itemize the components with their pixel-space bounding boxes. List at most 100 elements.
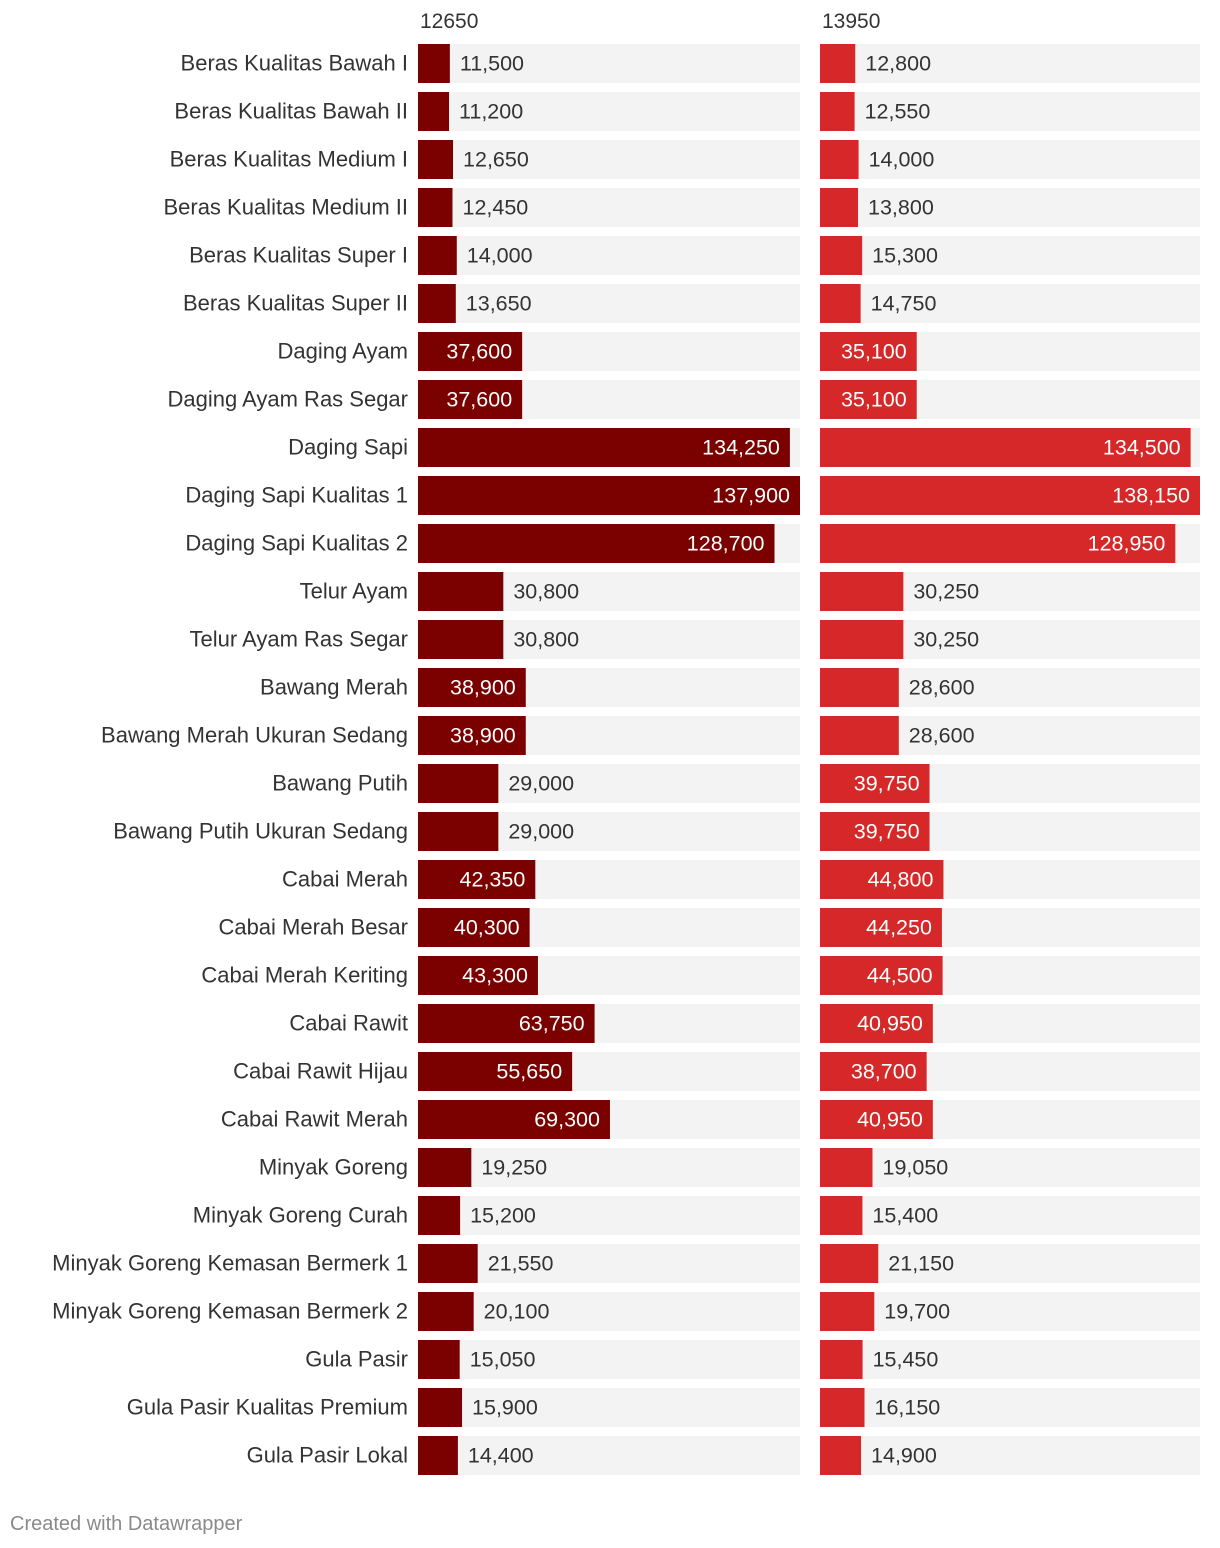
bar-series-0 (418, 716, 526, 755)
bar-track (820, 1148, 1200, 1187)
data-label-series-0: 13,650 (466, 292, 532, 316)
bar-track (418, 1196, 800, 1235)
category-label: Cabai Rawit Hijau (233, 1059, 408, 1084)
data-label-series-0: 37,600 (446, 340, 512, 364)
bar-series-1 (820, 572, 904, 611)
data-label-series-1: 40,950 (857, 1108, 923, 1132)
bar-track (418, 236, 800, 275)
category-label: Beras Kualitas Medium II (163, 195, 408, 220)
category-label: Bawang Merah Ukuran Sedang (101, 723, 408, 748)
bar-series-0 (418, 236, 457, 275)
data-label-series-1: 14,000 (869, 148, 935, 172)
bar-series-0 (418, 812, 499, 851)
bar-track (820, 1244, 1200, 1283)
data-label-series-1: 30,250 (913, 628, 979, 652)
bar-series-0 (418, 1148, 472, 1187)
bar-series-1 (820, 1196, 863, 1235)
data-label-series-1: 28,600 (909, 724, 975, 748)
bar-series-1 (820, 716, 899, 755)
data-label-series-0: 12,450 (462, 196, 528, 220)
data-label-series-1: 39,750 (854, 772, 920, 796)
data-label-series-0: 30,800 (513, 580, 579, 604)
bar-series-1 (820, 1148, 873, 1187)
bar-series-1 (820, 1340, 863, 1379)
bar-series-0 (418, 1436, 458, 1475)
category-label: Beras Kualitas Super II (183, 291, 408, 316)
bar-series-1 (820, 1436, 862, 1475)
data-label-series-1: 12,550 (865, 100, 931, 124)
data-label-series-0: 21,550 (488, 1252, 554, 1276)
bar-series-0 (418, 1004, 595, 1043)
category-label: Beras Kualitas Medium I (170, 147, 408, 172)
data-label-series-1: 44,250 (866, 916, 932, 940)
data-label-series-1: 15,450 (873, 1348, 939, 1372)
data-label-series-0: 137,900 (712, 484, 790, 508)
data-label-series-0: 15,050 (470, 1348, 536, 1372)
data-label-series-0: 40,300 (454, 916, 520, 940)
data-label-series-0: 19,250 (481, 1156, 547, 1180)
bar-track (820, 188, 1200, 227)
data-label-series-0: 42,350 (460, 868, 526, 892)
data-label-series-0: 37,600 (446, 388, 512, 412)
bar-series-0 (418, 524, 775, 563)
category-label: Cabai Merah (282, 867, 408, 892)
bar-track (820, 1292, 1200, 1331)
bar-series-0 (418, 1052, 573, 1091)
bar-series-0 (418, 44, 450, 83)
bar-track (820, 1196, 1200, 1235)
bar-track (820, 284, 1200, 323)
bar-track (418, 92, 800, 131)
category-label: Daging Sapi Kualitas 1 (185, 483, 408, 508)
bar-series-0 (418, 764, 499, 803)
data-label-series-0: 38,900 (450, 724, 516, 748)
data-label-series-1: 19,700 (884, 1300, 950, 1324)
category-label: Telur Ayam (300, 579, 408, 604)
bar-series-0 (418, 1100, 610, 1139)
data-label-series-1: 35,100 (841, 388, 907, 412)
bar-series-0 (418, 1388, 463, 1427)
data-label-series-0: 29,000 (508, 772, 574, 796)
bar-series-0 (418, 1196, 461, 1235)
data-label-series-1: 44,800 (868, 868, 934, 892)
data-label-series-0: 20,100 (484, 1300, 550, 1324)
bar-series-0 (418, 1292, 474, 1331)
category-label: Minyak Goreng (259, 1155, 408, 1180)
data-label-series-0: 134,250 (702, 436, 780, 460)
category-label: Bawang Putih (272, 771, 408, 796)
bar-series-1 (820, 332, 917, 371)
bar-series-1 (820, 188, 859, 227)
bar-series-1 (820, 380, 917, 419)
bar-series-0 (418, 860, 536, 899)
bar-series-1 (820, 92, 855, 131)
bar-track (820, 92, 1200, 131)
bar-track (418, 284, 800, 323)
bar-series-1 (820, 284, 861, 323)
bar-series-1 (820, 956, 943, 995)
bar-series-0 (418, 620, 504, 659)
category-label: Daging Sapi (288, 435, 408, 460)
data-label-series-1: 28,600 (909, 676, 975, 700)
bar-series-1 (820, 1100, 933, 1139)
bar-series-1 (820, 524, 1176, 563)
data-label-series-1: 21,150 (888, 1252, 954, 1276)
data-label-series-0: 14,000 (467, 244, 533, 268)
data-label-series-1: 38,700 (851, 1060, 917, 1084)
bar-track (418, 1292, 800, 1331)
category-label: Gula Pasir Kualitas Premium (127, 1395, 408, 1420)
category-label: Daging Sapi Kualitas 2 (185, 531, 408, 556)
bar-series-0 (418, 1340, 460, 1379)
category-label: Gula Pasir Lokal (247, 1443, 408, 1468)
bar-series-0 (418, 92, 450, 131)
data-label-series-1: 19,050 (882, 1156, 948, 1180)
bar-track (820, 44, 1200, 83)
data-label-series-1: 138,150 (1112, 484, 1190, 508)
bar-series-1 (820, 236, 863, 275)
bar-series-1 (820, 140, 859, 179)
bar-track (418, 1148, 800, 1187)
category-label: Minyak Goreng Curah (193, 1203, 408, 1228)
bar-series-1 (820, 1292, 875, 1331)
data-label-series-0: 11,200 (459, 100, 523, 124)
bar-series-0 (418, 284, 456, 323)
data-label-series-1: 16,150 (875, 1396, 941, 1420)
bar-series-1 (820, 1244, 879, 1283)
